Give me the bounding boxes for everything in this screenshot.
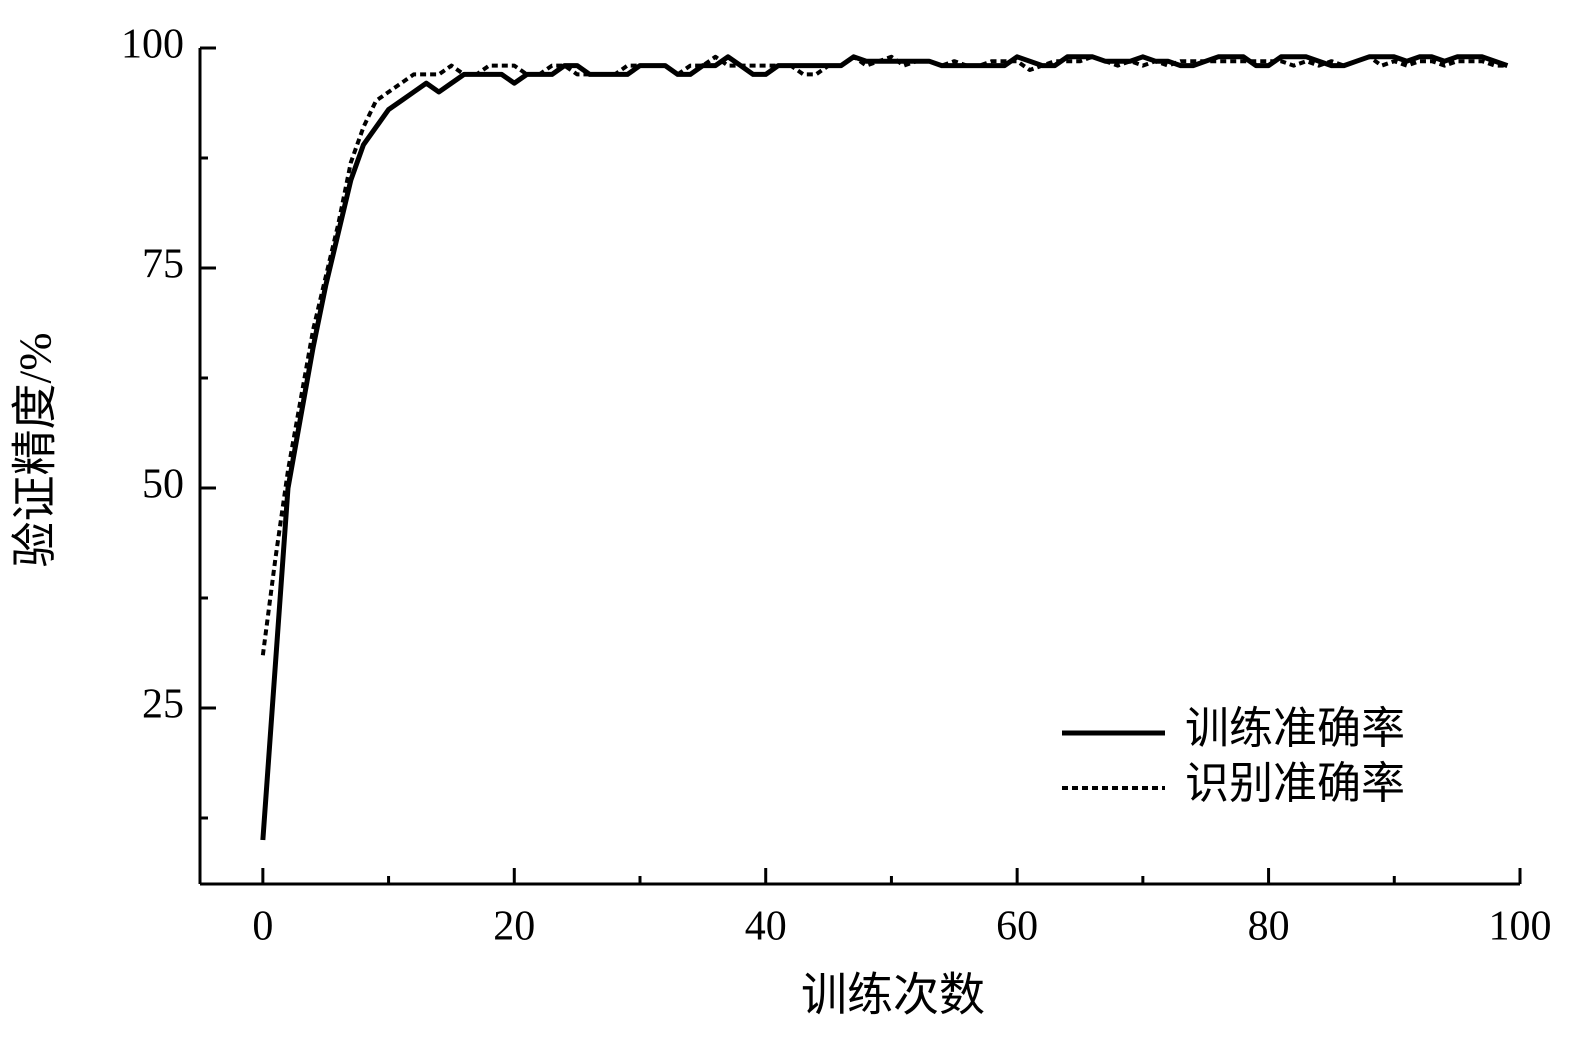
x-tick-label: 80 — [1248, 904, 1290, 950]
x-tick-label: 100 — [1489, 904, 1552, 950]
y-tick-label: 75 — [142, 242, 184, 288]
x-tick-label: 60 — [996, 904, 1038, 950]
x-axis-title: 训练次数 — [801, 970, 985, 1021]
y-tick-label: 25 — [142, 682, 184, 728]
x-tick-label: 0 — [252, 904, 273, 950]
y-tick-label: 50 — [142, 462, 184, 508]
legend-label: 识别准确率 — [1185, 759, 1405, 808]
legend-label: 训练准确率 — [1185, 704, 1405, 753]
data-line — [260, 54, 1508, 656]
x-tick-label: 40 — [745, 904, 787, 950]
x-tick-label: 20 — [493, 904, 535, 950]
y-axis-title: 验证精度/% — [10, 332, 61, 567]
y-tick-label: 100 — [121, 22, 184, 68]
